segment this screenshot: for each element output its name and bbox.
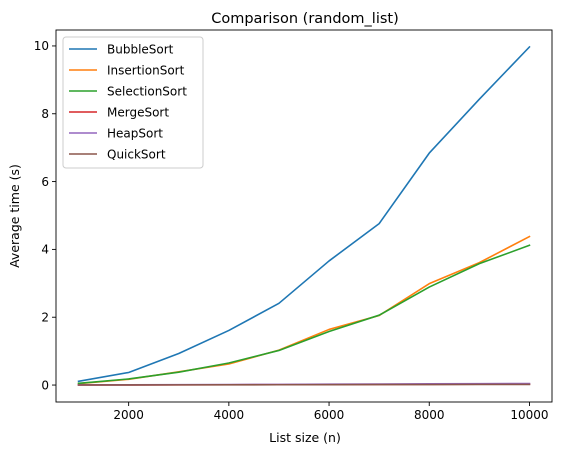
series-line-selectionsort: [77, 244, 531, 385]
y-tick-label: 2: [41, 311, 49, 325]
y-axis-ticks: 0 2 4 6 8 10: [34, 39, 56, 392]
y-tick-label: 4: [41, 243, 49, 257]
legend-label-selectionsort: SelectionSort: [107, 84, 187, 98]
y-tick-label: 8: [41, 107, 49, 121]
legend-label-mergesort: MergeSort: [107, 105, 169, 119]
y-tick-label: 0: [41, 378, 49, 392]
chart-title: Comparison (random_list): [211, 11, 399, 27]
legend-label-quicksort: QuickSort: [107, 147, 166, 161]
series-layer: [77, 45, 531, 386]
x-tick-label: 6000: [314, 408, 345, 422]
legend: BubbleSort InsertionSort SelectionSort Merg…: [62, 36, 204, 169]
series-line-quicksort: [77, 383, 531, 386]
y-axis-label: Average time (s): [7, 164, 22, 268]
y-tick-label: 10: [34, 39, 49, 53]
y-tick-label: 6: [41, 175, 49, 189]
x-tick-label: 8000: [414, 408, 445, 422]
legend-box: [62, 36, 204, 169]
plot-frame: [55, 29, 553, 403]
x-axis-label: List size (n): [269, 430, 341, 445]
x-tick-label: 2000: [113, 408, 144, 422]
x-axis-ticks: 2000 4000 6000 8000 10000: [113, 402, 549, 422]
legend-label-bubblesort: BubbleSort: [107, 42, 174, 56]
legend-label-insertionsort: InsertionSort: [107, 63, 185, 77]
x-tick-label: 4000: [214, 408, 245, 422]
series-line-bubblesort: [77, 45, 531, 383]
x-tick-label: 10000: [510, 408, 548, 422]
legend-label-heapsort: HeapSort: [107, 126, 163, 140]
